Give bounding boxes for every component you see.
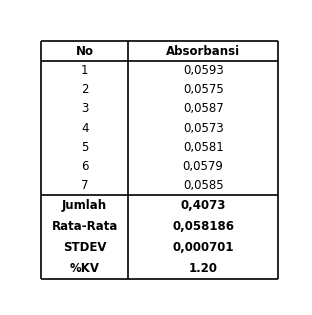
- Text: 1.20: 1.20: [189, 262, 218, 275]
- Text: 4: 4: [81, 122, 88, 135]
- Text: 5: 5: [81, 141, 88, 154]
- Text: 0,0579: 0,0579: [183, 160, 224, 173]
- Text: 3: 3: [81, 102, 88, 115]
- Text: 0,0573: 0,0573: [183, 122, 223, 135]
- Text: 1: 1: [81, 64, 88, 77]
- Text: 6: 6: [81, 160, 88, 173]
- Text: 0,058186: 0,058186: [172, 220, 234, 233]
- Text: No: No: [76, 45, 94, 58]
- Text: STDEV: STDEV: [63, 241, 106, 254]
- Text: 0,0585: 0,0585: [183, 179, 223, 192]
- Text: 0,0575: 0,0575: [183, 83, 223, 96]
- Text: Rata-Rata: Rata-Rata: [51, 220, 118, 233]
- Text: %KV: %KV: [70, 262, 100, 275]
- Text: 0,4073: 0,4073: [180, 199, 226, 212]
- Text: 0,0587: 0,0587: [183, 102, 223, 115]
- Text: 0,000701: 0,000701: [173, 241, 234, 254]
- Text: 7: 7: [81, 179, 88, 192]
- Text: 2: 2: [81, 83, 88, 96]
- Text: 0,0593: 0,0593: [183, 64, 223, 77]
- Text: Jumlah: Jumlah: [62, 199, 107, 212]
- Text: Absorbansi: Absorbansi: [166, 45, 240, 58]
- Text: 0,0581: 0,0581: [183, 141, 223, 154]
